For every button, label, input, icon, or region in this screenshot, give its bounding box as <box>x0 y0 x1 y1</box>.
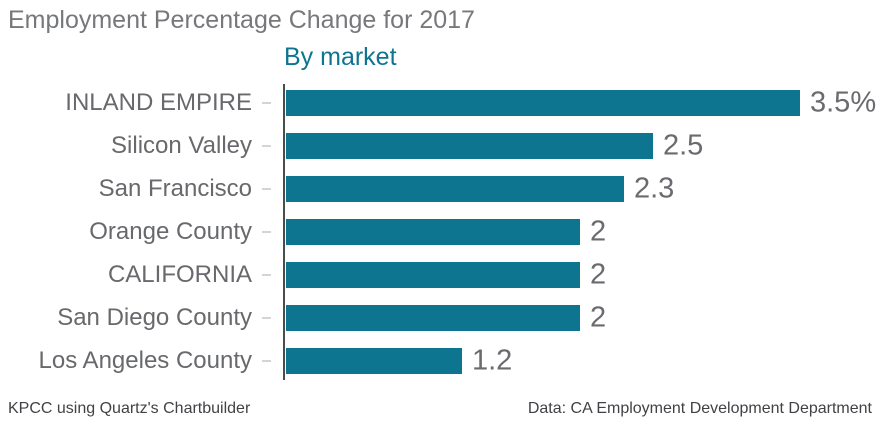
axis-tick-mark <box>262 102 271 104</box>
value-label: 2 <box>590 301 607 334</box>
bar <box>286 90 800 116</box>
chart-row: Silicon Valley 2.5 <box>0 129 880 162</box>
chart-subtitle: By market <box>284 43 397 71</box>
y-axis-line <box>283 84 285 380</box>
bar <box>286 305 580 331</box>
axis-tick-mark <box>262 145 271 147</box>
footer-credit: KPCC using Quartz's Chartbuilder <box>8 400 251 417</box>
chart-row: San Francisco 2.3 <box>0 172 880 205</box>
category-label: Orange County <box>89 218 252 245</box>
value-label: 3.5% <box>810 86 877 119</box>
value-label: 2 <box>590 215 607 248</box>
category-label: San Francisco <box>98 175 252 202</box>
axis-tick-mark <box>262 317 271 319</box>
bar <box>286 262 580 288</box>
value-label: 1.2 <box>472 344 513 377</box>
bar <box>286 348 462 374</box>
chart-row: San Diego County 2 <box>0 301 880 334</box>
axis-tick-mark <box>262 274 271 276</box>
footer-source: Data: CA Employment Development Departme… <box>527 400 872 417</box>
chart-title: Employment Percentage Change for 2017 <box>8 6 475 34</box>
chart-row: CALIFORNIA 2 <box>0 258 880 291</box>
category-label: Los Angeles County <box>38 347 252 374</box>
category-label: CALIFORNIA <box>107 261 252 288</box>
category-label: INLAND EMPIRE <box>65 89 252 116</box>
axis-tick-mark <box>262 360 271 362</box>
axis-tick-mark <box>262 231 271 233</box>
chart-row: INLAND EMPIRE 3.5% <box>0 86 880 119</box>
value-label: 2 <box>590 258 607 291</box>
value-label: 2.3 <box>634 172 675 205</box>
chart-row: Los Angeles County 1.2 <box>0 344 880 377</box>
axis-tick-mark <box>262 188 271 190</box>
footer: KPCC using Quartz's Chartbuilder Data: C… <box>8 399 872 418</box>
value-label: 2.5 <box>663 129 704 162</box>
bar <box>286 176 624 202</box>
category-label: Silicon Valley <box>111 132 252 159</box>
bar <box>286 133 653 159</box>
bar <box>286 219 580 245</box>
chart-row: Orange County 2 <box>0 215 880 248</box>
category-label: San Diego County <box>57 304 252 331</box>
plot-area: INLAND EMPIRE 3.5% Silicon Valley 2.5 San Fr… <box>0 84 880 380</box>
